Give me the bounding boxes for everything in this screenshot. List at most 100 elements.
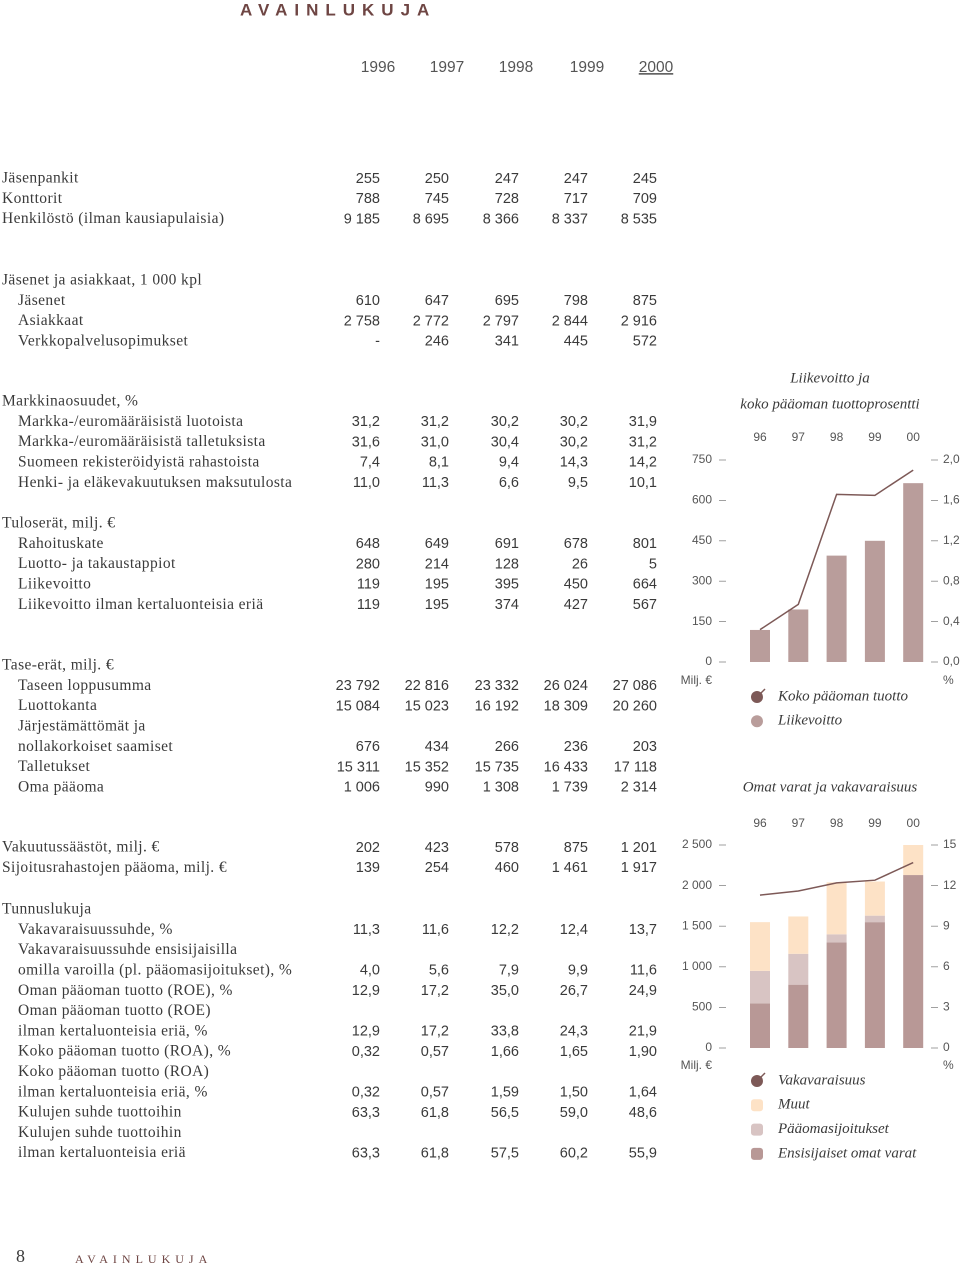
- cell-value: 2 772: [413, 313, 449, 329]
- row-label: Liikevoitto ilman kertaluonteisia eriä: [18, 596, 263, 613]
- cell-value: 341: [495, 334, 519, 350]
- cell-value: 55,9: [629, 1145, 657, 1161]
- legend-marker: [751, 1099, 763, 1112]
- bar: [750, 1003, 770, 1048]
- y2-tick-label: 1,6: [943, 493, 960, 507]
- legend-label: Koko pääoman tuotto: [777, 688, 908, 704]
- cell-value: 1 461: [552, 860, 588, 876]
- y-tick-label: 0: [705, 1040, 712, 1054]
- y-tick-label: 300: [692, 573, 712, 587]
- cell-value: 26,7: [560, 983, 588, 999]
- row-label: Vakavaraisuussuhde ensisijaisilla: [18, 941, 237, 958]
- y2-tick-label: 15: [943, 837, 957, 851]
- cell-value: 647: [425, 293, 449, 309]
- x-tick-label: 97: [792, 430, 806, 444]
- cell-value: -: [375, 334, 380, 350]
- cell-value: 460: [495, 860, 519, 876]
- y2-tick-label: 0: [943, 1040, 950, 1054]
- cell-value: 1,65: [560, 1044, 588, 1060]
- cell-value: 246: [425, 334, 449, 350]
- cell-value: 30,2: [491, 414, 519, 430]
- legend-marker: [751, 1147, 763, 1160]
- cell-value: 423: [425, 840, 449, 856]
- cell-value: 14,3: [560, 455, 588, 471]
- cell-value: 5,6: [429, 963, 449, 979]
- cell-value: 12,9: [352, 983, 380, 999]
- cell-value: 30,2: [560, 434, 588, 450]
- cell-value: 2 916: [621, 313, 657, 329]
- cell-value: 139: [356, 860, 380, 876]
- cell-value: 17,2: [421, 1024, 449, 1040]
- cell-value: 990: [425, 780, 449, 796]
- cell-value: 26 024: [544, 678, 588, 694]
- y-tick-label: 500: [692, 1000, 712, 1014]
- y-tick-label: 450: [692, 533, 712, 547]
- cell-value: 6,6: [499, 475, 519, 491]
- y2-tick-label: 3: [943, 1000, 950, 1014]
- cell-value: 195: [425, 597, 449, 613]
- y2-axis-label: %: [943, 673, 954, 687]
- y-tick-label: 0: [705, 654, 712, 668]
- cell-value: 15 735: [475, 759, 519, 775]
- cell-value: 15 352: [405, 759, 449, 775]
- cell-value: 676: [356, 739, 380, 755]
- cell-value: 195: [425, 577, 449, 593]
- cell-value: 2 758: [344, 313, 380, 329]
- cell-value: 798: [564, 293, 588, 309]
- line: [759, 861, 914, 896]
- y2-tick-label: 1,2: [943, 533, 960, 547]
- cell-value: 247: [495, 171, 519, 187]
- bar: [903, 483, 924, 662]
- cell-value: 13,7: [629, 922, 657, 938]
- y-tick-label: 600: [692, 493, 712, 507]
- legend-label: Liikevoitto: [777, 713, 843, 729]
- cell-value: 445: [564, 334, 588, 350]
- cell-value: 450: [564, 577, 588, 593]
- row-label: Luottokanta: [18, 697, 97, 714]
- x-tick-label: 98: [830, 430, 844, 444]
- cell-value: 695: [495, 293, 519, 309]
- row-label: Kulujen suhde tuottoihin: [18, 1104, 182, 1121]
- cell-value: 788: [356, 191, 380, 207]
- y2-tick-label: 9: [943, 918, 950, 932]
- cell-value: 31,2: [629, 434, 657, 450]
- y2-tick-label: 6: [943, 959, 950, 973]
- cell-value: 30,4: [491, 434, 519, 450]
- cell-value: 7,4: [360, 455, 380, 471]
- bar: [750, 970, 770, 1004]
- cell-value: 202: [356, 840, 380, 856]
- row-label: Asiakkaat: [18, 312, 84, 329]
- cell-value: 745: [425, 191, 449, 207]
- cell-value: 119: [357, 597, 380, 613]
- year-header: 2000: [639, 59, 674, 76]
- row-label: Rahoituskate: [18, 535, 104, 552]
- cell-value: 56,5: [491, 1105, 519, 1121]
- legend-label: Ensisijaiset omat varat: [777, 1145, 917, 1161]
- cell-value: 649: [425, 536, 449, 552]
- cell-value: 567: [633, 597, 657, 613]
- cell-value: 59,0: [560, 1105, 588, 1121]
- cell-value: 11,0: [353, 475, 380, 491]
- group-heading: Jäsenet ja asiakkaat, 1 000 kpl: [2, 272, 202, 289]
- group-heading: Tuloserät, milj. €: [2, 515, 115, 532]
- cell-value: 1,66: [491, 1044, 519, 1060]
- cell-value: 60,2: [560, 1145, 588, 1161]
- cell-value: 16 433: [544, 759, 588, 775]
- cell-value: 8,1: [429, 455, 449, 471]
- cell-value: 31,0: [421, 434, 449, 450]
- y-tick-label: 2 000: [682, 878, 712, 892]
- y2-tick-label: 2,0: [943, 452, 960, 466]
- y2-tick-label: 0,8: [943, 573, 960, 587]
- cell-value: 48,6: [629, 1105, 657, 1121]
- cell-value: 374: [495, 597, 519, 613]
- bar: [750, 922, 770, 971]
- y2-tick-label: 0,4: [943, 614, 960, 628]
- bar: [864, 881, 885, 916]
- bar: [826, 555, 847, 662]
- cell-value: 31,6: [352, 434, 380, 450]
- x-tick-label: 96: [753, 816, 767, 830]
- row-label: Markka-/euromääräisistä luotoista: [18, 413, 243, 430]
- cell-value: 801: [633, 536, 657, 552]
- cell-value: 709: [633, 191, 657, 207]
- cell-value: 22 816: [405, 678, 449, 694]
